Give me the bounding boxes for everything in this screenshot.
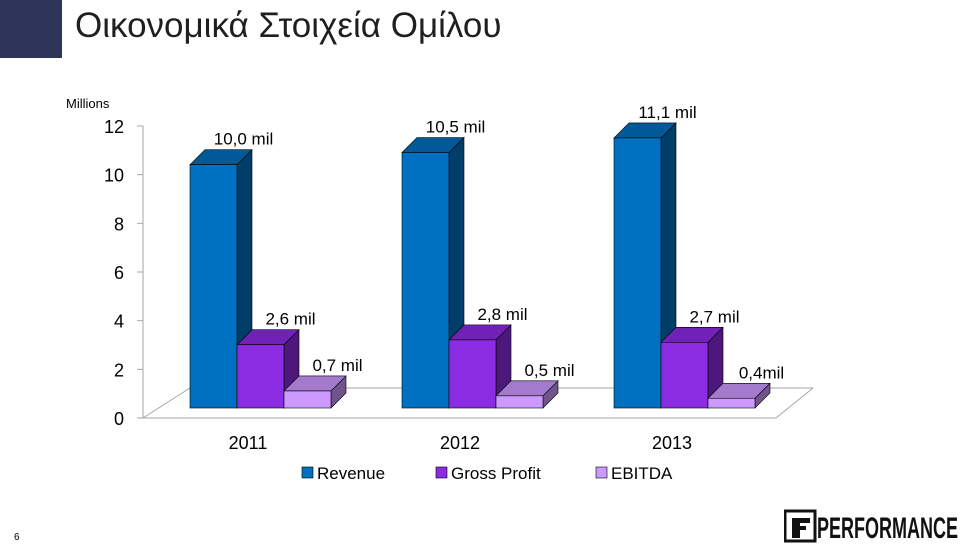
bar-gross-profit-2013 bbox=[660, 341, 709, 409]
page-number: 6 bbox=[14, 532, 20, 543]
bar-ebitda-2011 bbox=[283, 390, 332, 409]
data-label: 10,5 mil bbox=[426, 118, 486, 137]
y-unit-label: Millions bbox=[66, 96, 110, 111]
data-label: 2,6 mil bbox=[265, 310, 315, 329]
y-tick-label: 10 bbox=[104, 166, 124, 186]
legend-swatch bbox=[301, 466, 314, 479]
legend-swatch bbox=[435, 466, 448, 479]
y-tick-label: 4 bbox=[114, 312, 124, 332]
y-tick-label: 2 bbox=[114, 360, 124, 380]
legend-label: EBITDA bbox=[611, 464, 673, 483]
legend-label: Gross Profit bbox=[451, 464, 541, 483]
y-tick-label: 6 bbox=[114, 263, 124, 283]
bar-ebitda-2013 bbox=[707, 397, 756, 409]
performance-logo: PERFORMANCE bbox=[784, 509, 958, 544]
bar-revenue-2013 bbox=[613, 137, 662, 409]
data-label: 10,0 mil bbox=[214, 130, 274, 149]
legend-swatch bbox=[595, 466, 608, 479]
data-label: 11,1 mil bbox=[638, 103, 696, 122]
x-tick-label: 2011 bbox=[229, 433, 268, 453]
title-accent-bar bbox=[0, 0, 62, 58]
bar-gross-profit-2012 bbox=[448, 339, 497, 409]
page-title: Οικονομικά Στοιχεία Ομίλου bbox=[75, 6, 502, 45]
svg-text:PERFORMANCE: PERFORMANCE bbox=[817, 512, 958, 544]
bar-revenue-2012 bbox=[401, 152, 450, 409]
y-tick-label: 8 bbox=[114, 214, 124, 234]
y-tick-label: 0 bbox=[114, 409, 124, 429]
data-label: 0,4mil bbox=[739, 363, 784, 382]
x-tick-label: 2013 bbox=[652, 433, 692, 453]
x-tick-label: 2012 bbox=[440, 433, 480, 453]
data-label: 2,8 mil bbox=[477, 305, 527, 324]
y-tick-label: 12 bbox=[104, 117, 124, 137]
data-label: 2,7 mil bbox=[689, 307, 739, 326]
data-label: 0,7 mil bbox=[312, 356, 362, 375]
bar-revenue-2011 bbox=[189, 164, 238, 409]
bar-gross-profit-2011 bbox=[236, 344, 285, 409]
front-floor-edge bbox=[143, 387, 814, 419]
data-label: 0,5 mil bbox=[524, 361, 574, 380]
legend-label: Revenue bbox=[317, 464, 385, 483]
bar-ebitda-2012 bbox=[495, 395, 544, 409]
